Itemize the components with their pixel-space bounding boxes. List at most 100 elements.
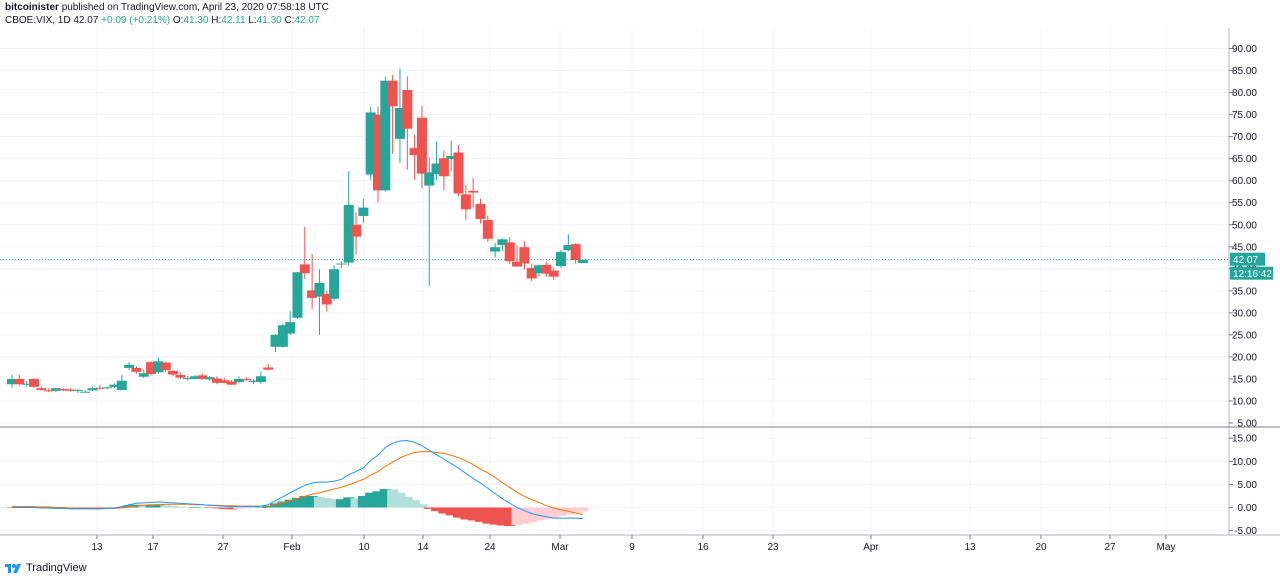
macd-histogram-bar [123,505,135,508]
price-tick-label: 15.00 [1232,374,1257,385]
author-name[interactable]: bitcoinister [5,2,59,13]
candle-body [343,204,354,263]
time-tick-label: 20 [1035,542,1047,553]
candle-body [277,325,288,347]
countdown-badge [1230,266,1273,280]
macd-histogram-bar [152,504,164,508]
price-tick-label: 80.00 [1232,88,1257,99]
open-label: O: [172,15,184,26]
price-axis[interactable]: 90.00 85.00 80.00 75.00 70.00 65.00 60.00 55.00… [1229,44,1257,429]
low-value: 41.30 [256,15,282,26]
candle-body [72,389,83,391]
macd-histogram-bar [204,507,216,508]
candle-body [153,361,164,373]
candle-body [380,80,391,191]
macd-histogram-bar [284,499,296,508]
macd-histogram-bar [482,507,494,524]
macd-histogram-bar [496,507,508,526]
macd-histogram-bar [262,506,274,508]
candle-body [365,112,376,175]
candle-body [87,388,98,391]
candle-body [94,387,105,389]
price-tick-label: 90.00 [1232,44,1257,55]
candle-body [358,207,369,216]
candle-body [409,148,420,156]
candle-body [197,375,208,379]
candle-body [468,190,479,193]
candle-body [402,89,413,129]
macd-histogram-bar [248,507,260,508]
tradingview-brand-label: TradingView [26,562,87,574]
macd-histogram-bar [226,507,238,510]
time-tick-label: 13 [964,542,976,553]
last-value: 42.07 [73,15,99,26]
macd-histogram-bar [570,507,582,513]
indicator-tick-label: 15.00 [1232,434,1257,445]
price-tick-label: 35.00 [1232,286,1257,297]
candle-body [519,247,530,264]
time-tick-label: 9 [629,542,635,553]
macd-histogram-bar [460,507,472,520]
candle-body [526,267,537,279]
macd-histogram-bar [174,506,186,508]
candle-body [255,376,266,383]
indicator-tick-label: 5.00 [1238,480,1258,491]
macd-histogram-bar [533,507,545,521]
candle-body [7,378,17,385]
time-tick-label: 10 [358,542,370,553]
macd-histogram-bar [467,507,479,521]
candle-body [65,389,76,391]
macd-histogram-bar [335,499,347,508]
symbol-legend: CBOE:VIX, 1D 42.07 +0.09 (+0.21%) O:41.3… [5,15,320,26]
macd-histogram-bar [474,507,486,522]
candle-body [190,376,200,379]
candle-body [28,378,39,387]
price-tick-label: 55.00 [1232,198,1257,209]
macd-histogram-bar [189,507,201,508]
time-tick-label: 24 [484,542,496,553]
macd-histogram-bar [218,507,230,509]
macd-histogram-bar [453,507,465,518]
macd-histogram-bar [145,505,157,508]
time-axis[interactable]: 13 17 27 Feb 10 14 24 Mar 9 16 23 Apr 13 20 27 May [91,535,1175,553]
candle-body [131,367,142,372]
close-value: 42.07 [294,15,320,26]
candle-body [394,108,405,139]
candle-body [577,259,588,264]
candle-body [241,378,252,380]
macd-histogram-bar [504,507,516,526]
time-tick-label: 27 [217,542,229,553]
macd-histogram-bar [431,507,443,512]
macd-histogram-bar [255,507,267,508]
macd-histogram-bar [511,507,523,526]
price-tick-label: 20.00 [1232,352,1257,363]
candle-body [233,378,244,383]
macd-histogram [6,489,589,526]
macd-histogram-bar [387,489,399,508]
indicator-tick-label: 0.00 [1238,503,1258,514]
macd-histogram-bar [313,496,325,508]
symbol-label: CBOE:VIX, 1D [5,15,71,26]
candle-body [80,391,91,393]
macd-histogram-bar [87,507,99,508]
low-label: L: [248,15,257,26]
macd-histogram-bar [79,507,91,508]
macd-histogram-bar [94,507,106,508]
macd-histogram-bar [233,507,245,509]
macd-histogram-bar [445,507,457,516]
candle-body [534,265,545,274]
candle-body [482,219,493,239]
macd-histogram-bar [138,505,150,508]
macd-histogram-bar [211,507,223,509]
indicator-axis[interactable]: 15.00 10.00 5.00 0.00 -5.00 [1229,434,1257,537]
macd-histogram-bar [277,501,289,508]
macd-histogram-bar [548,507,560,518]
macd-histogram-bar [343,497,355,508]
macd-histogram-bar [72,507,84,508]
footer-brand[interactable]: TradingView [4,562,87,574]
price-tick-label: 30.00 [1232,308,1257,319]
time-tick-label: 16 [697,542,709,553]
macd-histogram-bar [540,507,552,520]
candle-body [475,204,486,220]
